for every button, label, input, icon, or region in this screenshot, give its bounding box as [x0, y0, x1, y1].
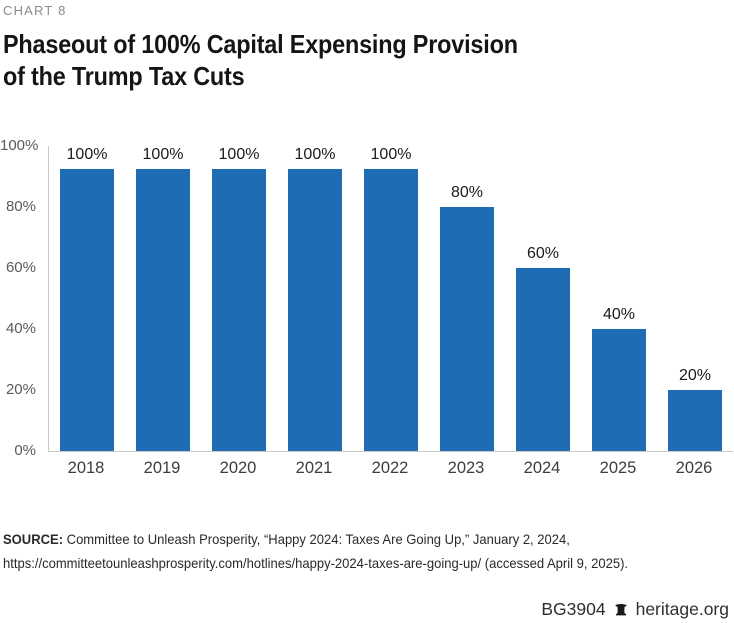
- bar-value-label: 60%: [526, 245, 560, 262]
- x-axis-label-2020: 2020: [219, 459, 257, 477]
- y-axis-label-100: 100%: [0, 137, 39, 154]
- liberty-bell-icon: [614, 603, 627, 615]
- x-axis: 2018 2019 2020 2021 2022 2023 2024 2025 2026: [48, 459, 732, 478]
- x-axis-label-2019: 2019: [143, 459, 181, 477]
- x-axis-label-2018: 2018: [67, 459, 105, 477]
- bar-2020: [212, 169, 266, 451]
- bar-value-label: 20%: [678, 367, 712, 384]
- source-text-line1: Committee to Unleash Prosperity, “Happy …: [66, 531, 570, 547]
- y-axis-label-40: 40%: [5, 320, 36, 337]
- footer: BG3904 heritage.org: [541, 599, 729, 620]
- x-axis-label-2025: 2025: [599, 459, 637, 477]
- plot-area: 100% 100% 100% 100% 100% 80% 60% 40% 20%: [48, 146, 733, 452]
- bar-value-label: 40%: [602, 306, 636, 323]
- chart-title-line2: of the Trump Tax Cuts: [3, 61, 245, 91]
- bar-value-label: 100%: [218, 146, 260, 163]
- bar-value-label: 100%: [142, 146, 184, 163]
- bar-column-2020: 100%: [201, 146, 277, 451]
- bar-2022: [364, 169, 418, 451]
- bar-column-2026: 20%: [657, 146, 733, 451]
- bar-2021: [288, 169, 342, 451]
- bars-container: 100% 100% 100% 100% 100% 80% 60% 40% 20%: [49, 146, 733, 451]
- x-axis-label-2021: 2021: [295, 459, 333, 477]
- y-axis-label-80: 80%: [5, 198, 36, 215]
- bar-column-2021: 100%: [277, 146, 353, 451]
- x-axis-label-2023: 2023: [447, 459, 485, 477]
- x-axis-label-2026: 2026: [675, 459, 713, 477]
- source-label: SOURCE:: [3, 531, 64, 547]
- bar-column-2022: 100%: [353, 146, 429, 451]
- document-id: BG3904: [541, 599, 606, 619]
- source-line1: SOURCE: Committee to Unleash Prosperity,…: [3, 527, 682, 551]
- bar-value-label: 100%: [370, 146, 412, 163]
- chart-title-line1: Phaseout of 100% Capital Expensing Provi…: [3, 29, 518, 59]
- bar-2026: [668, 390, 722, 451]
- bar-column-2024: 60%: [505, 146, 581, 451]
- x-axis-label-2022: 2022: [371, 459, 409, 477]
- bar-column-2025: 40%: [581, 146, 657, 451]
- bar-2025: [592, 329, 646, 451]
- bar-2018: [60, 169, 114, 451]
- bar-2024: [516, 268, 570, 451]
- bar-column-2018: 100%: [49, 146, 125, 451]
- bar-2019: [136, 169, 190, 451]
- chart-number-label: CHART 8: [3, 3, 67, 18]
- bar-value-label: 80%: [450, 184, 484, 201]
- bar-value-label: 100%: [66, 146, 108, 163]
- y-axis-label-0: 0%: [14, 442, 36, 459]
- bar-2023: [440, 207, 494, 451]
- y-axis-label-60: 60%: [5, 259, 36, 276]
- site-name: heritage.org: [635, 599, 729, 619]
- source-note: SOURCE: Committee to Unleash Prosperity,…: [3, 527, 682, 575]
- bar-column-2023: 80%: [429, 146, 505, 451]
- bar-value-label: 100%: [294, 146, 336, 163]
- chart-title: Phaseout of 100% Capital Expensing Provi…: [3, 28, 518, 92]
- x-axis-label-2024: 2024: [523, 459, 561, 477]
- source-text-line2: https://committeetounleashprosperity.com…: [3, 555, 629, 571]
- bar-column-2019: 100%: [125, 146, 201, 451]
- y-axis-label-20: 20%: [5, 381, 36, 398]
